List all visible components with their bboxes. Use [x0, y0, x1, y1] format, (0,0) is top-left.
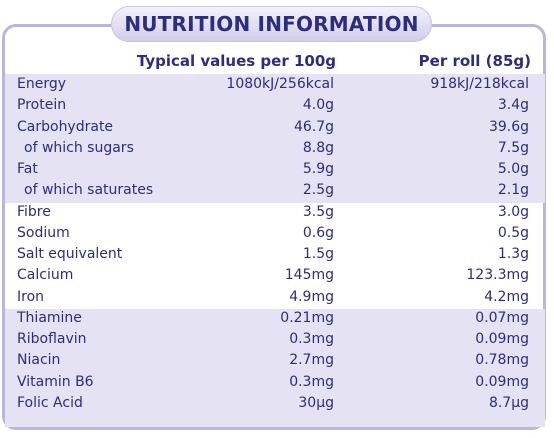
table-row: of which sugars 8.8g 7.5g — [5, 138, 545, 159]
table-row: Carbohydrate 46.7g 39.6g — [5, 117, 545, 138]
value-per-100g: 8.8g — [302, 140, 334, 156]
value-per-100g: 0.6g — [302, 225, 334, 241]
value-per-100g: 0.3mg — [289, 374, 334, 390]
table-row: Energy 1080kJ/256kcal 918kJ/218kcal — [5, 74, 545, 95]
value-per-100g: 4.9mg — [289, 289, 334, 305]
value-per-roll: 1.3g — [497, 246, 529, 262]
value-per-100g: 46.7g — [293, 119, 334, 135]
value-per-100g: 0.3mg — [289, 331, 334, 347]
row-label: of which saturates — [24, 182, 154, 198]
table-row: Iron 4.9mg 4.2mg — [5, 287, 545, 308]
row-label: Riboflavin — [17, 331, 87, 347]
table-row: Folic Acid 30µg 8.7µg — [5, 393, 545, 414]
value-per-roll: 39.6g — [488, 119, 529, 135]
row-label: Sodium — [17, 225, 70, 241]
table-row: Vitamin B6 0.3mg 0.09mg — [5, 372, 545, 393]
row-label: Calcium — [17, 267, 74, 283]
title-banner: NUTRITION INFORMATION — [111, 6, 432, 42]
value-per-100g: 1.5g — [302, 246, 334, 262]
row-label: Vitamin B6 — [17, 374, 94, 390]
value-per-100g: 3.5g — [302, 204, 334, 220]
value-per-roll: 123.3mg — [466, 267, 529, 283]
value-per-100g: 5.9g — [302, 161, 334, 177]
value-per-roll: 0.78mg — [475, 352, 529, 368]
table-row: Thiamine 0.21mg 0.07mg — [5, 308, 545, 329]
column-header-per-100g: Typical values per 100g — [136, 52, 336, 70]
row-label: Thiamine — [17, 310, 82, 326]
table-row: Riboflavin 0.3mg 0.09mg — [5, 329, 545, 350]
value-per-roll: 7.5g — [497, 140, 529, 156]
row-label: Fibre — [17, 204, 51, 220]
value-per-100g: 30µg — [298, 395, 334, 411]
value-per-roll: 5.0g — [497, 161, 529, 177]
table-row: Niacin 2.7mg 0.78mg — [5, 350, 545, 371]
row-label: Protein — [17, 97, 67, 113]
value-per-roll: 3.4g — [497, 97, 529, 113]
row-label: Niacin — [17, 352, 61, 368]
value-per-100g: 2.5g — [302, 182, 334, 198]
value-per-roll: 0.5g — [497, 225, 529, 241]
value-per-roll: 4.2mg — [484, 289, 529, 305]
row-label: Iron — [17, 289, 45, 305]
table-row: Sodium 0.6g 0.5g — [5, 223, 545, 244]
table-row: Protein 4.0g 3.4g — [5, 95, 545, 116]
row-label: Salt equivalent — [17, 246, 123, 262]
table-row: of which saturates 2.5g 2.1g — [5, 180, 545, 201]
table-row: Fibre 3.5g 3.0g — [5, 202, 545, 223]
table-row: Fat 5.9g 5.0g — [5, 159, 545, 180]
value-per-roll: 2.1g — [497, 182, 529, 198]
table-row: Salt equivalent 1.5g 1.3g — [5, 244, 545, 265]
value-per-roll: 0.09mg — [475, 331, 529, 347]
row-label: Energy — [17, 76, 67, 92]
value-per-100g: 0.21mg — [280, 310, 334, 326]
value-per-100g: 4.0g — [302, 97, 334, 113]
shaded-band-vitamins — [5, 309, 545, 427]
row-label: Folic Acid — [17, 395, 83, 411]
value-per-100g: 1080kJ/256kcal — [226, 76, 334, 92]
page-title: NUTRITION INFORMATION — [124, 12, 419, 36]
row-label: Fat — [17, 161, 38, 177]
value-per-roll: 3.0g — [497, 204, 529, 220]
value-per-roll: 0.07mg — [475, 310, 529, 326]
value-per-roll: 0.09mg — [475, 374, 529, 390]
value-per-100g: 145mg — [284, 267, 334, 283]
value-per-roll: 918kJ/218kcal — [430, 76, 529, 92]
row-label: of which sugars — [24, 140, 134, 156]
row-label: Carbohydrate — [17, 119, 114, 135]
value-per-roll: 8.7µg — [488, 395, 529, 411]
value-per-100g: 2.7mg — [289, 352, 334, 368]
shaded-band-macros — [5, 74, 545, 203]
column-header-per-roll: Per roll (85g) — [418, 52, 531, 70]
table-row: Calcium 145mg 123.3mg — [5, 265, 545, 286]
